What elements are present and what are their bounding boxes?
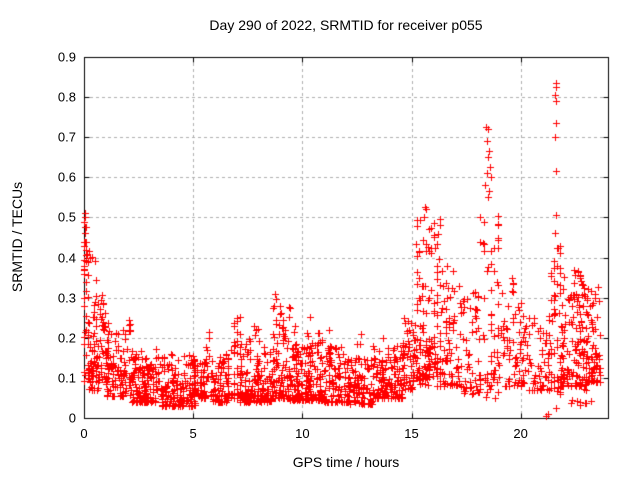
y-tick-label: 0.4 xyxy=(57,250,76,266)
y-tick-label: 0.5 xyxy=(57,209,76,225)
chart-title: Day 290 of 2022, SRMTID for receiver p05… xyxy=(209,17,483,33)
y-tick-label: 0.6 xyxy=(57,169,76,185)
y-tick-label: 0.9 xyxy=(57,49,76,65)
x-tick-label: 15 xyxy=(404,426,419,441)
x-tick-label: 0 xyxy=(80,426,88,441)
y-tick-label: 0.1 xyxy=(57,370,76,386)
y-tick-label: 0.7 xyxy=(57,129,76,145)
x-tick-label: 5 xyxy=(189,426,197,441)
y-tick-label: 0.8 xyxy=(57,89,76,105)
y-tick-label: 0.2 xyxy=(57,330,76,346)
x-tick-label: 20 xyxy=(513,426,528,441)
y-tick-label: 0.3 xyxy=(57,290,76,306)
y-axis-label: SRMTID / TECUs xyxy=(9,181,25,293)
x-axis-label: GPS time / hours xyxy=(292,454,400,470)
y-tick-label: 0 xyxy=(68,410,76,426)
x-tick-label: 10 xyxy=(295,426,310,441)
